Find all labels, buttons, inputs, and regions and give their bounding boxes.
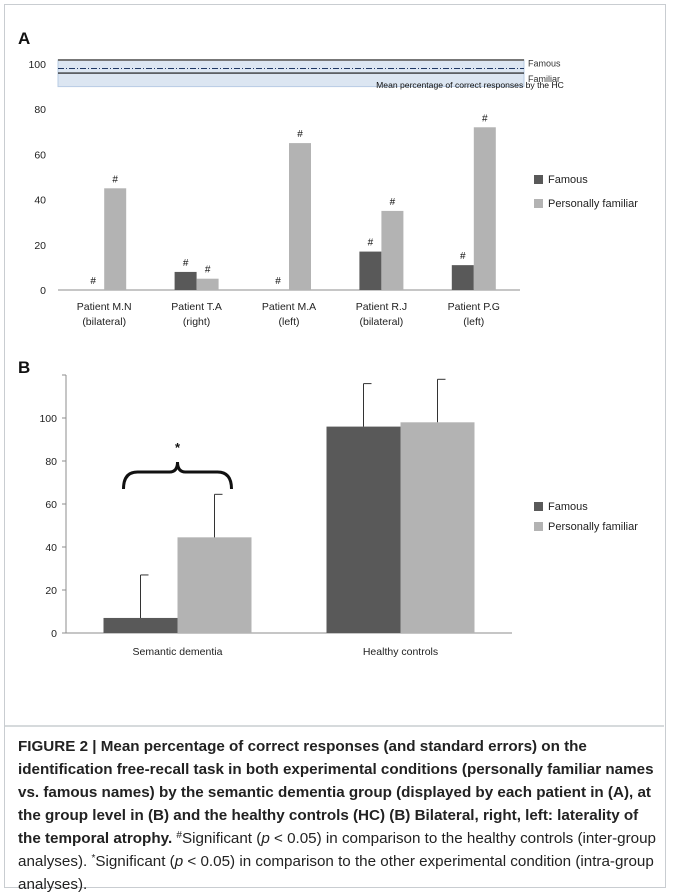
- caption-p-symbol-2: p: [174, 853, 184, 870]
- figure-caption: FIGURE 2 | Mean percentage of correct re…: [18, 735, 658, 896]
- panel-a-ytick-label: 0: [40, 285, 46, 297]
- panel-b-category-label: Healthy controls: [363, 646, 438, 658]
- panel-a-category-sublabel: (bilateral): [82, 316, 126, 328]
- caption-period: .: [167, 830, 177, 847]
- panel-b-ytick-label: 100: [39, 413, 57, 425]
- panel-b-legend-label: Personally familiar: [548, 521, 638, 533]
- panel-b-significance-star: *: [175, 440, 181, 455]
- panel-a-category-label: Patient T.A: [171, 301, 222, 313]
- panel-a-significance-mark: #: [390, 197, 396, 208]
- panel-b-ytick-label: 40: [45, 542, 57, 554]
- panel-a-significance-mark: #: [205, 265, 211, 276]
- panel-a-significance-mark: #: [90, 276, 96, 287]
- panel-a-category-label: Patient P.G: [448, 301, 500, 313]
- panel-b-bar: [103, 617, 178, 633]
- panel-a-significance-mark: #: [368, 238, 374, 249]
- panel-a-significance-mark: #: [482, 113, 488, 124]
- panel-b-legend-label: Famous: [548, 501, 588, 513]
- caption-lead: FIGURE 2 | Mean percentage of correct re…: [18, 738, 654, 847]
- panel-a-legend-swatch: [534, 199, 543, 208]
- hc-band-caption: Mean percentage of correct responses by …: [376, 80, 564, 90]
- panel-a-bar: [196, 278, 219, 290]
- panel-a-ytick-label: 40: [34, 195, 46, 207]
- panel-a-significance-mark: #: [183, 258, 189, 269]
- panel-b-letter: B: [18, 358, 30, 377]
- panel-a-category-label: Patient M.N: [77, 301, 132, 313]
- panel-b-bar: [400, 422, 475, 633]
- panel-a-ytick-label: 80: [34, 104, 46, 116]
- panel-a-letter: A: [18, 29, 30, 48]
- caption-sig1-b: < 0.05) in comparison to the healthy con…: [18, 830, 656, 870]
- panel-a-ytick-label: 60: [34, 149, 46, 161]
- panel-a-significance-mark: #: [112, 174, 118, 185]
- panel-a-category-sublabel: (right): [183, 316, 210, 328]
- panel-a-category-sublabel: (bilateral): [360, 316, 404, 328]
- panel-a-legend-label: Famous: [548, 174, 588, 186]
- panel-a-bar: [289, 143, 311, 290]
- caption-p-symbol-1: p: [261, 830, 270, 847]
- panel-b-ytick-label: 80: [45, 456, 57, 468]
- panel-b-bar: [177, 537, 252, 633]
- panel-a-bar: [451, 265, 474, 290]
- panel-a-ytick-label: 20: [34, 240, 46, 252]
- panel-a-significance-mark: #: [275, 276, 281, 287]
- panel-a-bar: [359, 251, 382, 290]
- caption-hash-mark: #: [176, 830, 182, 841]
- panel-b-category-label: Semantic dementia: [133, 646, 223, 658]
- panel-b-legend-swatch: [534, 522, 543, 531]
- panel-b-bar: [326, 426, 401, 633]
- panel-a-category-label: Patient R.J: [356, 301, 407, 313]
- panel-a-significance-mark: #: [460, 251, 466, 262]
- caption-sig2-a: Significant (: [95, 853, 175, 870]
- panel-a-category-sublabel: (left): [279, 316, 300, 328]
- panel-b-ytick-label: 0: [51, 628, 57, 640]
- hc-familiar-label: Familiar: [528, 74, 560, 84]
- panel-a-legend-swatch: [534, 175, 543, 184]
- panel-b-significance-brace: [122, 461, 233, 490]
- panel-b-ytick-label: 20: [45, 585, 57, 597]
- panel-b-legend-swatch: [534, 502, 543, 511]
- caption-sig1-a: Significant (: [181, 830, 262, 847]
- caption-star-mark: *: [91, 853, 96, 864]
- panel-a-legend-label: Personally familiar: [548, 198, 638, 210]
- panel-a-significance-mark: #: [297, 129, 303, 140]
- caption-sig2-b: < 0.05) in comparison to the other exper…: [18, 853, 654, 893]
- panel-a-bar: [473, 127, 496, 290]
- panel-a-ytick-label: 100: [28, 59, 46, 71]
- panel-a-category-sublabel: (left): [463, 316, 484, 328]
- panel-a-bar: [104, 188, 127, 290]
- panel-a-bar: [174, 271, 197, 290]
- panel-b-ytick-label: 60: [45, 499, 57, 511]
- hc-famous-label: Famous: [528, 59, 561, 69]
- panel-a-category-label: Patient M.A: [262, 301, 316, 313]
- panel-a-bar: [381, 210, 404, 290]
